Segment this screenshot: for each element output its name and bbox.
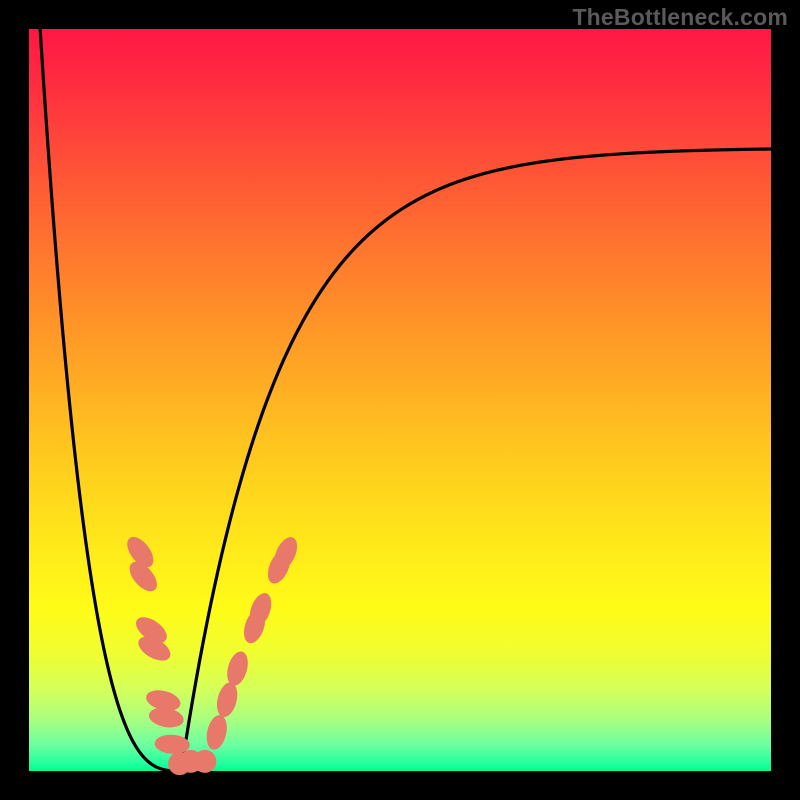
v-curve — [40, 29, 771, 771]
plot-svg — [29, 29, 771, 771]
chart-frame: TheBottleneck.com — [0, 0, 800, 800]
marker-point — [224, 650, 250, 688]
marker-point — [148, 706, 185, 730]
marker-point — [194, 750, 216, 772]
watermark-text: TheBottleneck.com — [572, 4, 788, 31]
marker-point — [214, 681, 240, 718]
plot-area — [29, 29, 771, 771]
marker-point — [155, 734, 190, 754]
marker-point — [204, 714, 229, 751]
marker-group — [123, 533, 301, 775]
